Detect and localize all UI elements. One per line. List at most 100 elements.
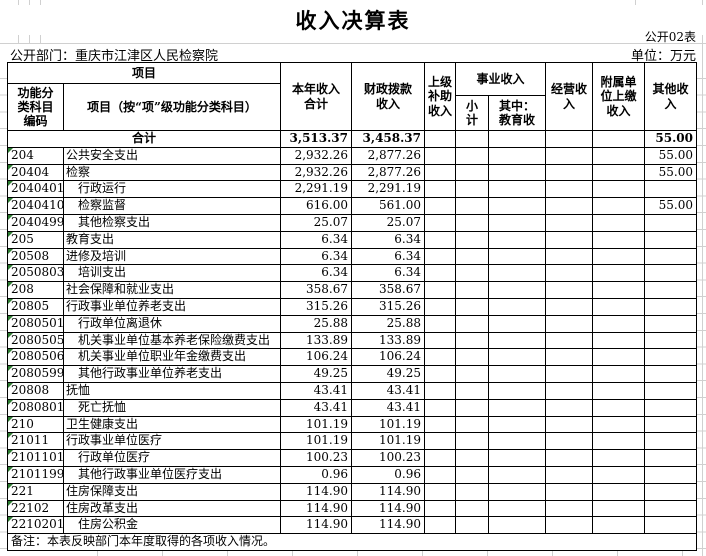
superior-subsidy-cell[interactable] (425, 450, 456, 467)
project-name-cell[interactable]: 检察监督 (64, 198, 281, 215)
code-cell[interactable]: 2040410 (8, 198, 64, 215)
affiliated-income-cell[interactable] (593, 231, 645, 249)
project-name-cell[interactable]: 其他检察支出 (64, 214, 281, 232)
fiscal-income-cell[interactable]: 315.26 (352, 298, 425, 316)
superior-subsidy-cell[interactable] (425, 147, 456, 165)
other-income-cell[interactable] (645, 517, 697, 535)
superior-subsidy-cell[interactable] (425, 315, 456, 333)
fiscal-income-cell[interactable]: 6.34 (352, 265, 425, 283)
project-name-cell[interactable]: 抚恤 (64, 382, 281, 400)
table-row[interactable]: 2080599 其他行政事业单位养老支出 49.25 49.25 (8, 366, 697, 383)
project-name-cell[interactable]: 行政单位医疗 (64, 450, 281, 467)
header-affiliated-column[interactable]: 附属单 位上缴 收入 (593, 63, 645, 131)
code-cell[interactable]: 210 (8, 416, 64, 434)
code-cell[interactable]: 22102 (8, 500, 64, 518)
fiscal-income-cell[interactable]: 133.89 (352, 332, 425, 350)
other-income-cell[interactable] (645, 349, 697, 367)
affiliated-income-cell[interactable] (593, 265, 645, 283)
business-education-cell[interactable] (489, 265, 546, 283)
project-name-cell[interactable]: 卫生健康支出 (64, 416, 281, 434)
affiliated-income-cell[interactable] (593, 282, 645, 299)
business-subtotal-cell[interactable] (456, 164, 489, 182)
table-row[interactable]: 2040410 检察监督 616.00 561.00 55.00 (8, 198, 697, 215)
header-total-column[interactable]: 本年收入 合计 (281, 63, 352, 131)
other-income-cell[interactable] (645, 332, 697, 350)
other-income-cell[interactable]: 55.00 (645, 147, 697, 165)
superior-subsidy-cell[interactable] (425, 332, 456, 350)
table-row[interactable]: 221 住房保障支出 114.90 114.90 (8, 483, 697, 501)
affiliated-income-cell[interactable] (593, 382, 645, 400)
other-income-cell[interactable] (645, 399, 697, 417)
affiliated-income-cell[interactable] (593, 214, 645, 232)
other-income-cell[interactable] (645, 265, 697, 283)
project-name-cell[interactable]: 行政事业单位医疗 (64, 433, 281, 451)
business-education-cell[interactable] (489, 450, 546, 467)
code-cell[interactable]: 20404 (8, 164, 64, 182)
code-cell[interactable]: 2040401 (8, 181, 64, 199)
total-income-cell[interactable]: 114.90 (281, 500, 352, 518)
operating-income-cell[interactable] (546, 248, 593, 266)
table-row[interactable]: 22102 住房改革支出 114.90 114.90 (8, 500, 697, 518)
business-subtotal-cell[interactable] (456, 147, 489, 165)
business-subtotal-cell[interactable] (456, 298, 489, 316)
business-subtotal-cell[interactable] (456, 483, 489, 501)
business-subtotal-cell[interactable] (456, 231, 489, 249)
affiliated-income-cell[interactable] (593, 433, 645, 451)
grand-total-label[interactable]: 合计 (8, 131, 281, 148)
grand-total-cell[interactable] (546, 131, 593, 148)
operating-income-cell[interactable] (546, 416, 593, 434)
superior-subsidy-cell[interactable] (425, 466, 456, 484)
table-row[interactable]: 2040401 行政运行 2,291.19 2,291.19 (8, 181, 697, 199)
fiscal-income-cell[interactable]: 0.96 (352, 466, 425, 484)
business-subtotal-cell[interactable] (456, 517, 489, 535)
superior-subsidy-cell[interactable] (425, 416, 456, 434)
fiscal-income-cell[interactable]: 25.88 (352, 315, 425, 333)
project-name-cell[interactable]: 检察 (64, 164, 281, 182)
table-row[interactable]: 208 社会保障和就业支出 358.67 358.67 (8, 282, 697, 299)
fiscal-income-cell[interactable]: 49.25 (352, 366, 425, 383)
operating-income-cell[interactable] (546, 164, 593, 182)
affiliated-income-cell[interactable] (593, 298, 645, 316)
affiliated-income-cell[interactable] (593, 248, 645, 266)
table-row[interactable]: 20508 进修及培训 6.34 6.34 (8, 248, 697, 266)
operating-income-cell[interactable] (546, 450, 593, 467)
business-education-cell[interactable] (489, 214, 546, 232)
business-education-cell[interactable] (489, 231, 546, 249)
business-education-cell[interactable] (489, 248, 546, 266)
operating-income-cell[interactable] (546, 231, 593, 249)
total-income-cell[interactable]: 0.96 (281, 466, 352, 484)
superior-subsidy-cell[interactable] (425, 282, 456, 299)
other-income-cell[interactable] (645, 214, 697, 232)
superior-subsidy-cell[interactable] (425, 164, 456, 182)
fiscal-income-cell[interactable]: 114.90 (352, 517, 425, 535)
business-education-cell[interactable] (489, 466, 546, 484)
operating-income-cell[interactable] (546, 349, 593, 367)
total-income-cell[interactable]: 49.25 (281, 366, 352, 383)
header-fiscal-column[interactable]: 财政拨款 收入 (352, 63, 425, 131)
project-name-cell[interactable]: 行政运行 (64, 181, 281, 199)
fiscal-income-cell[interactable]: 25.07 (352, 214, 425, 232)
grand-total-cell[interactable] (593, 131, 645, 148)
business-education-cell[interactable] (489, 198, 546, 215)
project-name-cell[interactable]: 机关事业单位职业年金缴费支出 (64, 349, 281, 367)
other-income-cell[interactable] (645, 315, 697, 333)
business-education-cell[interactable] (489, 164, 546, 182)
operating-income-cell[interactable] (546, 399, 593, 417)
affiliated-income-cell[interactable] (593, 366, 645, 383)
grand-total-cell[interactable] (456, 131, 489, 148)
code-cell[interactable]: 2080506 (8, 349, 64, 367)
business-subtotal-cell[interactable] (456, 198, 489, 215)
grand-total-cell[interactable]: 3,458.37 (352, 131, 425, 148)
project-name-cell[interactable]: 其他行政事业单位养老支出 (64, 366, 281, 383)
other-income-cell[interactable] (645, 248, 697, 266)
total-income-cell[interactable]: 358.67 (281, 282, 352, 299)
table-row[interactable]: 2080506 机关事业单位职业年金缴费支出 106.24 106.24 (8, 349, 697, 367)
table-row[interactable]: 2210201 住房公积金 114.90 114.90 (8, 517, 697, 535)
business-education-cell[interactable] (489, 517, 546, 535)
superior-subsidy-cell[interactable] (425, 181, 456, 199)
operating-income-cell[interactable] (546, 332, 593, 350)
operating-income-cell[interactable] (546, 198, 593, 215)
project-name-cell[interactable]: 社会保障和就业支出 (64, 282, 281, 299)
superior-subsidy-cell[interactable] (425, 298, 456, 316)
affiliated-income-cell[interactable] (593, 349, 645, 367)
